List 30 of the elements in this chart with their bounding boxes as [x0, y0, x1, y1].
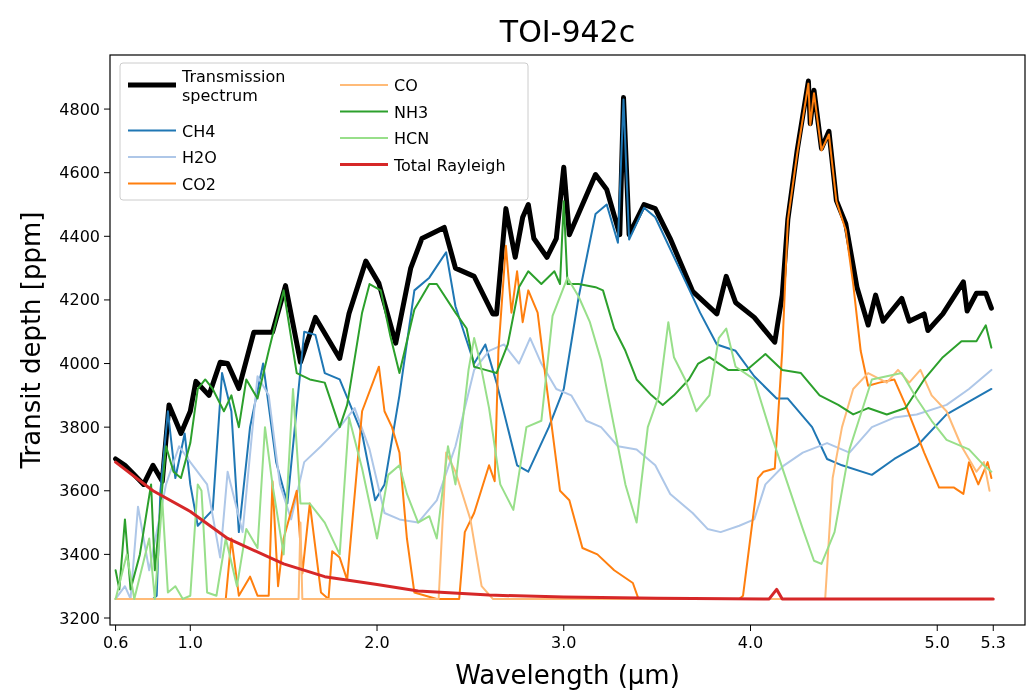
chart-title: TOI-942c: [498, 14, 636, 49]
y-tick-label: 4800: [59, 99, 100, 119]
x-tick-label: 1.0: [177, 633, 204, 652]
y-tick-label: 3200: [59, 608, 100, 628]
x-tick-label: 3.0: [551, 633, 577, 652]
legend-label: Transmission spectrum: [181, 66, 286, 104]
legend-label: CO: [394, 75, 418, 95]
line-series: [114, 276, 993, 600]
y-axis-title: Transit depth [ppm]: [16, 211, 46, 470]
line-series: [114, 460, 995, 601]
y-tick-label: 4600: [59, 163, 100, 183]
x-axis-title: Wavelength (μm): [455, 660, 680, 690]
x-tick-label: 5.0: [924, 633, 950, 652]
legend-label: H2O: [182, 147, 217, 167]
legend-label: CH4: [182, 121, 216, 140]
y-tick-label: 4200: [59, 290, 100, 310]
x-tick-label: 0.6: [102, 633, 129, 652]
x-tick-label: 4.0: [737, 633, 764, 652]
y-tick-label: 3600: [59, 481, 100, 501]
y-tick-label: 4400: [59, 226, 100, 246]
legend-label: Total Rayleigh: [393, 155, 506, 174]
y-tick-label: 3800: [59, 417, 100, 437]
y-tick-label: 4000: [59, 354, 100, 374]
legend-label: NH3: [394, 102, 429, 121]
legend-label: CO2: [182, 174, 216, 193]
legend-label: HCN: [394, 128, 430, 148]
y-tick-label: 3400: [59, 544, 100, 564]
line-series: [114, 200, 993, 591]
x-tick-label: 2.0: [364, 633, 390, 652]
x-tick-label: 5.3: [980, 633, 1006, 652]
